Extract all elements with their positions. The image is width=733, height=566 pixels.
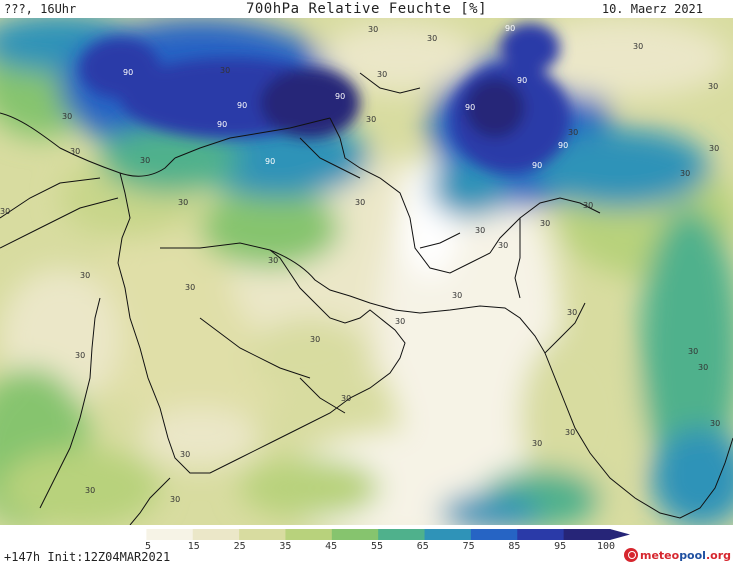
colorbar-tick-label: 45 (325, 541, 338, 552)
contour-label: 30 (310, 335, 320, 344)
contour-label: 30 (567, 308, 577, 317)
contour-label: 30 (532, 439, 542, 448)
contour-label: 30 (180, 450, 190, 459)
contour-label: 30 (540, 219, 550, 228)
contour-label: 30 (80, 271, 90, 280)
logo-text: meteopool.org (640, 549, 731, 562)
colorbar-segment (378, 529, 426, 540)
colorbar-segment (470, 529, 518, 540)
colorbar-tick-label: 55 (370, 541, 384, 552)
colorbar-arrow (610, 529, 630, 540)
contour-label: 90 (465, 103, 475, 112)
contour-label: 90 (265, 157, 275, 166)
humidity-map: 90 90 90 90 90 90 90 90 90 90 30 30 30 3… (0, 18, 733, 525)
contour-label: 90 (558, 141, 568, 150)
contour-label: 30 (220, 66, 230, 75)
contour-label: 90 (505, 24, 515, 33)
humidity-cores (80, 23, 570, 173)
contour-label: 30 (85, 486, 95, 495)
coastlines (0, 72, 733, 525)
contour-label: 30 (708, 82, 718, 91)
colorbar-tick-label: 85 (508, 541, 521, 552)
colorbar-tick-label: 95 (554, 541, 567, 552)
contour-label: 30 (709, 144, 719, 153)
contour-label: 30 (75, 351, 85, 360)
contour-label: 30 (185, 283, 195, 292)
contour-label: 30 (377, 70, 387, 79)
meteopool-logo-icon (623, 548, 638, 562)
contour-label: 30 (452, 291, 462, 300)
logo-prefix: meteo (639, 548, 680, 562)
contour-label: 30 (140, 156, 150, 165)
contour-label: 30 (698, 363, 708, 372)
colorbar-segment (424, 529, 472, 540)
contour-label: 90 (237, 101, 247, 110)
contour-label: 30 (568, 128, 578, 137)
contour-label: 30 (680, 169, 690, 178)
colorbar-tick-label: 5 (144, 541, 152, 552)
init-time-label: +147h Init:12Z04MAR2021 (4, 550, 171, 564)
contour-label: 30 (633, 42, 643, 51)
colorbar-tick-label: 65 (416, 541, 429, 552)
contour-label: 30 (395, 317, 405, 326)
contour-label: 30 (427, 34, 437, 43)
colorbar-segment (285, 529, 333, 540)
contour-label: 30 (366, 115, 376, 124)
contour-label: 30 (0, 207, 10, 216)
contour-label: 30 (565, 428, 575, 437)
colorbar-tick-label: 35 (279, 541, 292, 552)
colorbar-segment (563, 529, 611, 540)
map-title: 700hPa Relative Feuchte [%] (245, 1, 488, 17)
contour-label: 30 (70, 147, 80, 156)
colorbar-tick-label: 25 (233, 541, 246, 552)
colorbar-segment (239, 529, 286, 540)
contour-label: 30 (498, 241, 508, 250)
contour-labels: 90 90 90 90 90 90 90 90 90 90 30 30 30 3… (0, 24, 720, 504)
colorbar-segment (146, 529, 194, 540)
contour-label: 90 (335, 92, 345, 101)
colorbar (100, 529, 630, 540)
contour-label: 30 (355, 198, 365, 207)
logo-suffix: .org (705, 548, 731, 562)
colorbar-segment (192, 529, 240, 540)
meteopool-logo[interactable]: meteopool.org (623, 546, 731, 564)
contour-label: 90 (532, 161, 542, 170)
contour-label: 30 (268, 256, 278, 265)
logo-mid: pool (679, 548, 706, 562)
contour-label: 30 (170, 495, 180, 504)
contour-label: 90 (217, 120, 227, 129)
contour-label: 30 (62, 112, 72, 121)
contour-label: 90 (517, 76, 527, 85)
contour-label: 90 (123, 68, 133, 77)
contour-label: 30 (688, 347, 698, 356)
contour-label: 30 (368, 25, 378, 34)
contour-label: 30 (710, 419, 720, 428)
contour-label: 30 (341, 394, 351, 403)
contour-label: 30 (475, 226, 485, 235)
colorbar-segment (100, 529, 147, 540)
colorbar-tick-label: 15 (187, 541, 200, 552)
valid-time-label: ???, 16Uhr (4, 2, 77, 16)
contour-label: 30 (583, 201, 593, 210)
colorbar-segment (331, 529, 379, 540)
colorbar-segment (517, 529, 565, 540)
colorbar-tick-label: 75 (462, 541, 475, 552)
colorbar-tick-label: 100 (596, 541, 616, 552)
valid-date-label: 10. Maerz 2021 (601, 2, 703, 16)
contour-label: 30 (178, 198, 188, 207)
